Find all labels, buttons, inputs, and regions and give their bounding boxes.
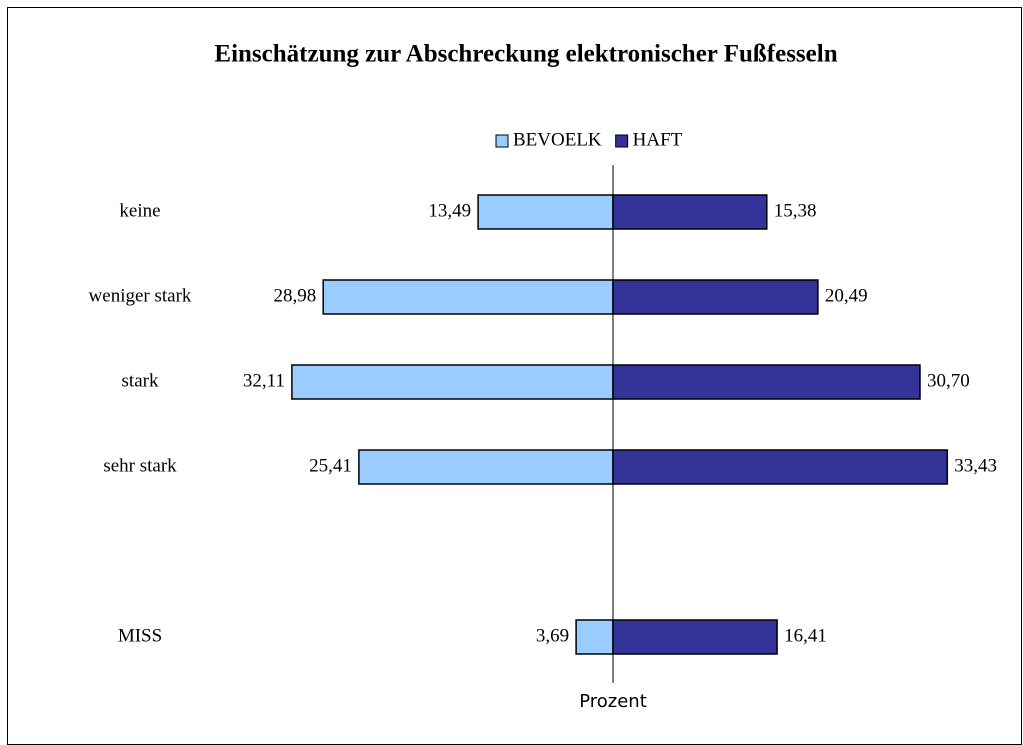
y-tick-label: keine: [119, 200, 160, 221]
value-label: 25,41: [309, 455, 352, 476]
value-label: 33,43: [954, 455, 997, 476]
y-tick-label: stark: [122, 370, 159, 391]
bar: [575, 619, 614, 655]
bar: [612, 279, 819, 315]
legend-swatch: [495, 134, 509, 148]
value-label: 20,49: [825, 285, 868, 306]
value-label: 15,38: [774, 200, 817, 221]
bar: [612, 449, 949, 485]
chart-title: Einschätzung zur Abschreckung elektronis…: [214, 41, 837, 68]
legend-label: BEVOELK: [513, 129, 602, 150]
bar: [612, 364, 921, 400]
x-axis-label: Prozent: [579, 691, 647, 712]
value-label: 3,69: [536, 625, 569, 646]
value-label: 32,11: [243, 370, 285, 391]
bar: [477, 194, 614, 230]
bar: [612, 194, 768, 230]
bar: [322, 279, 614, 315]
bar: [291, 364, 614, 400]
value-label: 30,70: [927, 370, 970, 391]
y-tick-label: weniger stark: [89, 285, 192, 306]
value-label: 28,98: [273, 285, 316, 306]
value-label: 13,49: [428, 200, 471, 221]
value-label: 16,41: [784, 625, 827, 646]
legend-label: HAFT: [633, 129, 683, 150]
legend-swatch: [615, 134, 629, 148]
y-tick-label: MISS: [118, 625, 162, 646]
bar: [358, 449, 614, 485]
y-tick-label: sehr stark: [103, 455, 177, 476]
bar: [612, 619, 778, 655]
